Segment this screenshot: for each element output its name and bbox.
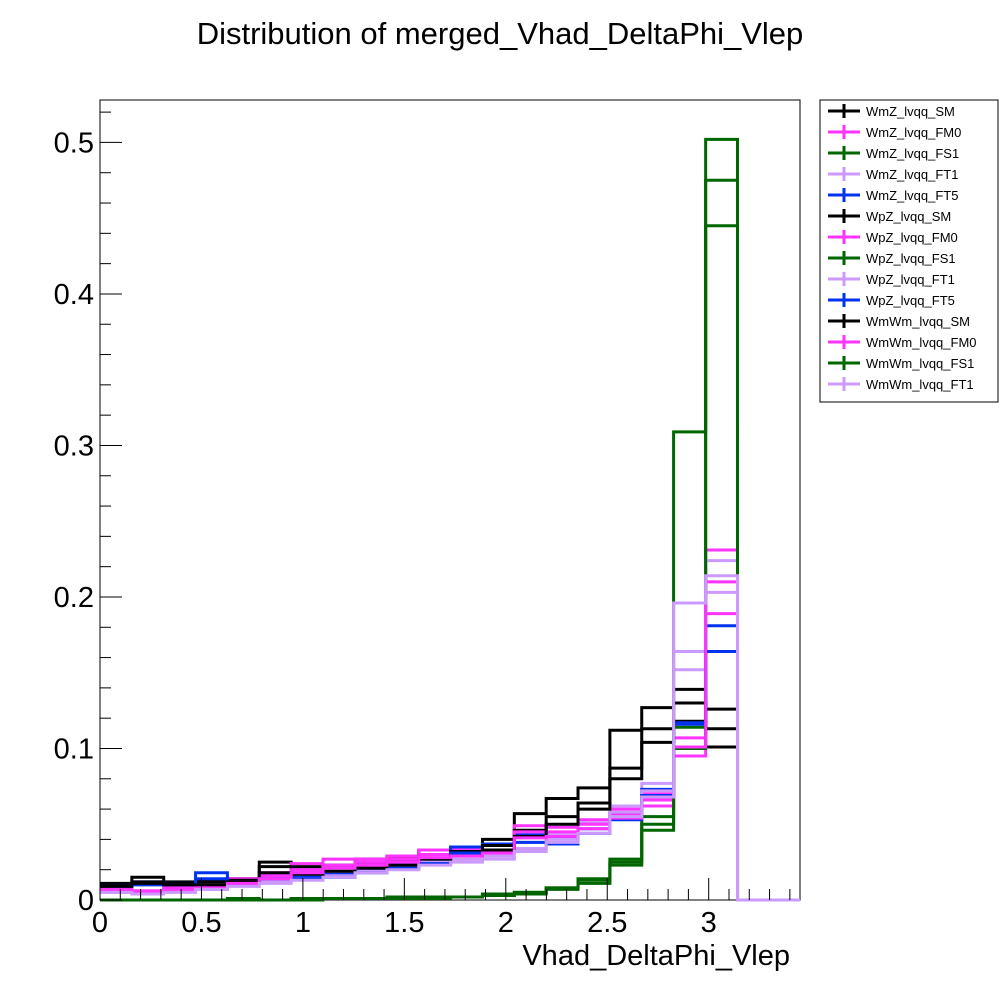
legend-item: WmWm_lvqq_SM [828,314,970,329]
series-line-WmWm_lvqq_FS1 [100,224,800,902]
y-tick-label: 0.3 [54,430,94,462]
legend-label: WmZ_lvqq_FT5 [866,188,958,203]
series-line-WmWm_lvqq_FM0 [100,580,800,902]
legend-item: WpZ_lvqq_FT1 [828,272,955,287]
y-tick-label: 0.5 [54,127,94,159]
legend-item: WmWm_lvqq_FT1 [828,377,974,392]
series-line-WmZ_lvqq_FT5 [100,624,800,902]
legend-box [819,99,999,403]
legend-item: WmZ_lvqq_FT5 [828,188,958,203]
x-tick-label: 1.5 [384,907,424,939]
x-tick-label: 0.5 [181,907,221,939]
plot-area [99,99,801,902]
legend-item: WmWm_lvqq_FM0 [828,335,977,350]
x-axis: 0 0.5 1 1.5 2 2.5 3 [92,878,791,939]
legend-label: WpZ_lvqq_FS1 [866,251,956,266]
x-axis-label: Vhad_DeltaPhi_Vlep [522,940,790,972]
legend-item: WmZ_lvqq_SM [828,104,955,119]
legend-item: WmZ_lvqq_FS1 [828,146,959,161]
legend-label: WmZ_lvqq_FS1 [866,146,959,161]
x-tick-label: 2.5 [587,907,627,939]
legend-label: WmWm_lvqq_FS1 [866,356,974,371]
y-axis: 0 0.1 0.2 0.3 0.4 0.5 [54,111,122,917]
legend-item: WpZ_lvqq_FT5 [828,293,955,308]
series-layer [100,137,800,902]
legend-item: WpZ_lvqq_FS1 [828,251,956,266]
legend-item: WpZ_lvqq_FM0 [828,230,958,245]
legend: WmZ_lvqq_SM WmZ_lvqq_FM0 WmZ_lvqq_FS1 WmZ_l… [819,99,999,403]
legend-item: WmZ_lvqq_FM0 [828,125,961,140]
y-tick-label: 0 [78,885,94,917]
x-tick-label: 3 [701,907,717,939]
legend-label: WmWm_lvqq_FT1 [866,377,974,392]
legend-label: WmZ_lvqq_FM0 [866,125,961,140]
y-tick-label: 0.1 [54,733,94,765]
y-tick-label: 0.2 [54,582,94,614]
legend-item: WmWm_lvqq_FS1 [828,356,974,371]
x-tick-label: 0 [92,907,108,939]
legend-label: WpZ_lvqq_SM [866,209,951,224]
x-tick-label: 2 [498,907,514,939]
legend-label: WpZ_lvqq_FM0 [866,230,958,245]
legend-label: WmZ_lvqq_FT1 [866,167,958,182]
plot-frame [99,99,801,901]
legend-item: WpZ_lvqq_SM [828,209,951,224]
legend-label: WmWm_lvqq_FM0 [866,335,977,350]
legend-label: WmZ_lvqq_SM [866,104,955,119]
legend-label: WpZ_lvqq_FT5 [866,293,955,308]
x-tick-label: 1 [295,907,311,939]
legend-items: WmZ_lvqq_SM WmZ_lvqq_FM0 WmZ_lvqq_FS1 WmZ_l… [828,104,977,392]
y-tick-label: 0.4 [54,279,94,311]
legend-label: WmWm_lvqq_SM [866,314,970,329]
chart-title: Distribution of merged_Vhad_DeltaPhi_Vle… [197,16,804,51]
legend-label: WpZ_lvqq_FT1 [866,272,955,287]
legend-item: WmZ_lvqq_FT1 [828,167,958,182]
